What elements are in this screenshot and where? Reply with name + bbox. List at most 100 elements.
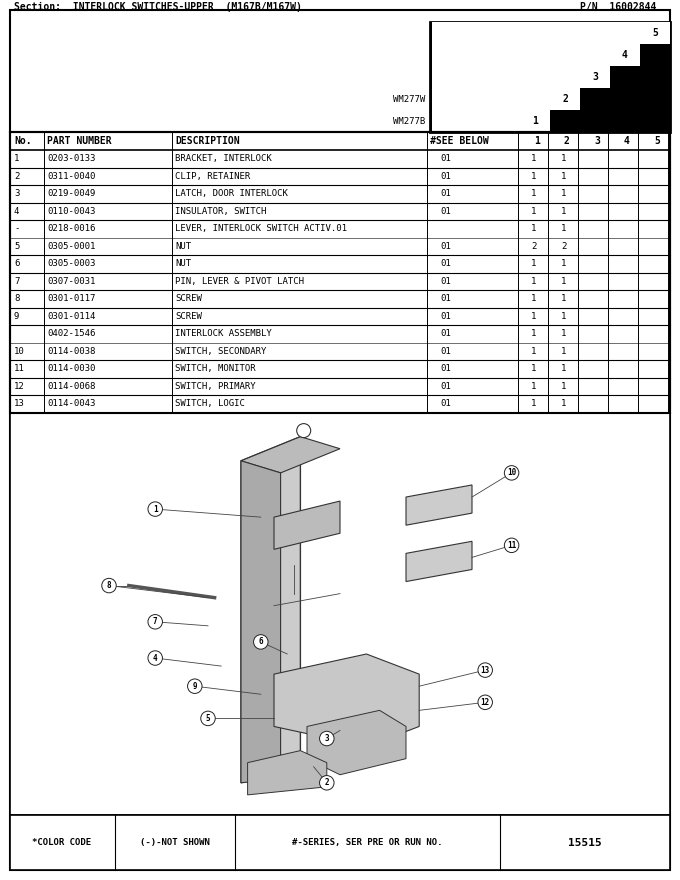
- Text: 6: 6: [14, 260, 19, 268]
- Polygon shape: [241, 461, 281, 783]
- Text: (-)-NOT SHOWN: (-)-NOT SHOWN: [140, 838, 210, 847]
- Text: WM277W: WM277W: [393, 94, 425, 104]
- Text: 1: 1: [561, 329, 566, 338]
- Text: 4: 4: [14, 207, 19, 216]
- Text: 1: 1: [561, 364, 566, 373]
- Bar: [432, 44, 610, 66]
- Polygon shape: [274, 654, 419, 746]
- Bar: [610, 44, 640, 66]
- Text: 13: 13: [14, 400, 24, 408]
- Circle shape: [478, 695, 492, 709]
- Text: 01: 01: [440, 242, 451, 251]
- Text: 1: 1: [561, 189, 566, 198]
- Text: 1: 1: [531, 276, 537, 286]
- Text: 9: 9: [14, 312, 19, 320]
- Text: 01: 01: [440, 312, 451, 320]
- Text: 1: 1: [532, 116, 538, 126]
- Text: 8: 8: [14, 294, 19, 304]
- Bar: [640, 22, 670, 44]
- Text: 1: 1: [531, 154, 537, 164]
- Text: 1: 1: [561, 207, 566, 216]
- Text: NUT: NUT: [175, 260, 191, 268]
- Text: 1: 1: [561, 312, 566, 320]
- Circle shape: [296, 423, 311, 437]
- Text: 5: 5: [652, 28, 658, 38]
- Text: 12: 12: [14, 382, 24, 391]
- Text: 1: 1: [561, 276, 566, 286]
- Text: 01: 01: [440, 207, 451, 216]
- Text: 01: 01: [440, 400, 451, 408]
- Text: LATCH, DOOR INTERLOCK: LATCH, DOOR INTERLOCK: [175, 189, 288, 198]
- Text: 1: 1: [531, 172, 537, 180]
- Text: 8: 8: [107, 581, 112, 590]
- Text: 01: 01: [440, 172, 451, 180]
- Text: 5: 5: [14, 242, 19, 251]
- Text: 1: 1: [14, 154, 19, 164]
- Bar: [10, 815, 670, 870]
- Text: 01: 01: [440, 347, 451, 356]
- Text: #SEE BELOW: #SEE BELOW: [430, 136, 489, 146]
- Text: 1: 1: [531, 207, 537, 216]
- Text: 1: 1: [561, 294, 566, 304]
- Text: LEVER, INTERLOCK SWITCH ACTIV.01: LEVER, INTERLOCK SWITCH ACTIV.01: [175, 224, 347, 233]
- Text: 01: 01: [440, 189, 451, 198]
- Text: 4: 4: [622, 50, 628, 60]
- Text: No.: No.: [14, 136, 32, 146]
- Text: 0311-0040: 0311-0040: [47, 172, 95, 180]
- Text: INSULATOR, SWITCH: INSULATOR, SWITCH: [175, 207, 267, 216]
- Circle shape: [505, 466, 519, 480]
- Polygon shape: [241, 436, 340, 473]
- Circle shape: [478, 663, 492, 678]
- Text: INTERLOCK ASSEMBLY: INTERLOCK ASSEMBLY: [175, 329, 272, 338]
- Text: 2: 2: [564, 136, 570, 146]
- Text: 1: 1: [531, 294, 537, 304]
- Text: 0219-0049: 0219-0049: [47, 189, 95, 198]
- Text: 01: 01: [440, 260, 451, 268]
- Text: SWITCH, LOGIC: SWITCH, LOGIC: [175, 400, 245, 408]
- Text: 0301-0114: 0301-0114: [47, 312, 95, 320]
- Text: 13: 13: [481, 665, 490, 675]
- Bar: [432, 88, 550, 110]
- Polygon shape: [406, 541, 472, 582]
- Text: Section:  INTERLOCK SWITCHES-UPPER  (M167B/M167W): Section: INTERLOCK SWITCHES-UPPER (M167B…: [14, 2, 302, 12]
- Text: 11: 11: [507, 541, 516, 550]
- Polygon shape: [248, 751, 327, 795]
- Text: 15515: 15515: [568, 838, 602, 847]
- Text: 0114-0030: 0114-0030: [47, 364, 95, 373]
- Text: 2: 2: [531, 242, 537, 251]
- Text: P/N  16002844: P/N 16002844: [580, 2, 656, 12]
- Circle shape: [201, 711, 216, 726]
- Text: #-SERIES, SER PRE OR RUN NO.: #-SERIES, SER PRE OR RUN NO.: [292, 838, 442, 847]
- Bar: [432, 66, 580, 88]
- Text: 01: 01: [440, 276, 451, 286]
- Text: 1: 1: [561, 400, 566, 408]
- Text: 7: 7: [14, 276, 19, 286]
- Text: 01: 01: [440, 364, 451, 373]
- Text: 1: 1: [531, 189, 537, 198]
- Text: DESCRIPTION: DESCRIPTION: [175, 136, 239, 146]
- Circle shape: [102, 578, 116, 593]
- Text: *COLOR CODE: *COLOR CODE: [33, 838, 92, 847]
- Text: 1: 1: [561, 154, 566, 164]
- Text: 1: 1: [531, 364, 537, 373]
- Text: 1: 1: [153, 504, 158, 514]
- Text: PART NUMBER: PART NUMBER: [47, 136, 112, 146]
- Text: 0301-0117: 0301-0117: [47, 294, 95, 304]
- Text: WM277B: WM277B: [393, 116, 425, 126]
- Circle shape: [148, 651, 163, 665]
- Text: 2: 2: [324, 778, 329, 788]
- Text: 5: 5: [654, 136, 660, 146]
- Text: 0114-0038: 0114-0038: [47, 347, 95, 356]
- Text: 6: 6: [258, 637, 263, 647]
- Text: CLIP, RETAINER: CLIP, RETAINER: [175, 172, 250, 180]
- Text: 10: 10: [507, 468, 516, 477]
- Bar: [432, 22, 640, 44]
- Text: SWITCH, PRIMARY: SWITCH, PRIMARY: [175, 382, 256, 391]
- Text: 01: 01: [440, 294, 451, 304]
- Circle shape: [320, 731, 334, 745]
- Bar: [10, 132, 670, 413]
- Text: 1: 1: [561, 172, 566, 180]
- Text: 1: 1: [534, 136, 540, 146]
- Bar: [10, 413, 670, 815]
- Text: 1: 1: [561, 260, 566, 268]
